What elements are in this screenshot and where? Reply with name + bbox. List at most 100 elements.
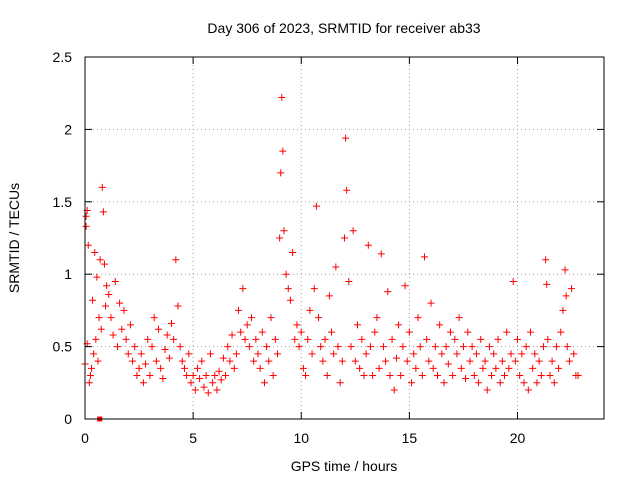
data-point xyxy=(232,350,240,358)
x-axis-label: GPS time / hours xyxy=(291,458,398,474)
data-point xyxy=(542,256,550,264)
data-point xyxy=(94,357,102,365)
data-point xyxy=(446,328,454,336)
data-point xyxy=(310,285,318,293)
data-point xyxy=(165,354,173,362)
data-point xyxy=(269,372,277,380)
data-point xyxy=(377,250,385,258)
data-point xyxy=(193,364,201,372)
data-point xyxy=(431,343,439,351)
data-point xyxy=(278,94,286,102)
data-point xyxy=(89,296,97,304)
data-point xyxy=(351,357,359,365)
data-point xyxy=(235,306,243,314)
data-point xyxy=(200,383,208,391)
data-point xyxy=(485,343,493,351)
data-point xyxy=(479,364,487,372)
data-point xyxy=(557,328,565,336)
data-point xyxy=(99,208,107,216)
data-point xyxy=(122,335,130,343)
data-point xyxy=(144,335,152,343)
data-point xyxy=(276,234,284,242)
data-point xyxy=(152,357,160,365)
data-point xyxy=(116,299,124,307)
data-point xyxy=(198,357,206,365)
data-point xyxy=(410,350,418,358)
data-point xyxy=(481,357,489,365)
data-point xyxy=(392,354,400,362)
data-point xyxy=(451,335,459,343)
data-point xyxy=(98,183,106,191)
data-point xyxy=(433,372,441,380)
data-point xyxy=(563,343,571,351)
data-point xyxy=(258,328,266,336)
data-point xyxy=(449,372,457,380)
data-point xyxy=(457,364,465,372)
data-point xyxy=(338,357,346,365)
y-axis-label: SRMTID / TECUs xyxy=(6,183,22,293)
data-point xyxy=(241,335,249,343)
data-point xyxy=(211,372,219,380)
data-point xyxy=(135,364,143,372)
data-point xyxy=(565,357,573,365)
data-point xyxy=(273,350,281,358)
data-point xyxy=(360,372,368,380)
data-point xyxy=(496,379,504,387)
data-point xyxy=(279,147,287,155)
data-point xyxy=(475,379,483,387)
data-point xyxy=(438,350,446,358)
data-point xyxy=(245,343,253,351)
data-point xyxy=(537,372,545,380)
data-point xyxy=(464,328,472,336)
data-point xyxy=(113,343,121,351)
data-point xyxy=(217,376,225,384)
data-point xyxy=(172,256,180,264)
data-point xyxy=(148,343,156,351)
data-point xyxy=(100,260,108,268)
data-point xyxy=(488,372,496,380)
data-point xyxy=(535,357,543,365)
data-point xyxy=(399,343,407,351)
data-point xyxy=(552,343,560,351)
data-point xyxy=(503,328,511,336)
data-point xyxy=(93,273,101,281)
data-points xyxy=(81,94,582,422)
data-point xyxy=(107,314,115,322)
data-point xyxy=(90,350,98,358)
data-point xyxy=(332,263,340,271)
data-point xyxy=(180,364,188,372)
data-point xyxy=(459,343,467,351)
x-tick-label: 0 xyxy=(81,430,89,446)
data-point xyxy=(539,343,547,351)
data-point xyxy=(92,335,100,343)
data-point xyxy=(421,253,429,261)
data-point xyxy=(507,350,515,358)
data-point xyxy=(254,350,262,358)
data-point xyxy=(366,343,374,351)
x-tick-label: 20 xyxy=(510,430,526,446)
data-point xyxy=(561,266,569,274)
data-point xyxy=(109,331,117,339)
data-point xyxy=(382,357,390,365)
data-point xyxy=(97,325,105,333)
data-point xyxy=(280,227,288,235)
data-point xyxy=(531,350,539,358)
data-point xyxy=(252,335,260,343)
data-point xyxy=(133,372,141,380)
data-point xyxy=(222,372,230,380)
data-point xyxy=(492,364,500,372)
data-point xyxy=(429,364,437,372)
data-point xyxy=(189,372,197,380)
data-point xyxy=(302,372,310,380)
plot-frame xyxy=(84,56,605,420)
data-point xyxy=(271,335,279,343)
chart-title: Day 306 of 2023, SRMTID for receiver ab3… xyxy=(207,20,480,36)
data-point xyxy=(304,335,312,343)
data-point xyxy=(308,350,316,358)
data-point xyxy=(131,343,139,351)
data-point xyxy=(548,357,556,365)
data-point xyxy=(282,270,290,278)
data-point xyxy=(150,314,158,322)
data-point xyxy=(544,335,552,343)
